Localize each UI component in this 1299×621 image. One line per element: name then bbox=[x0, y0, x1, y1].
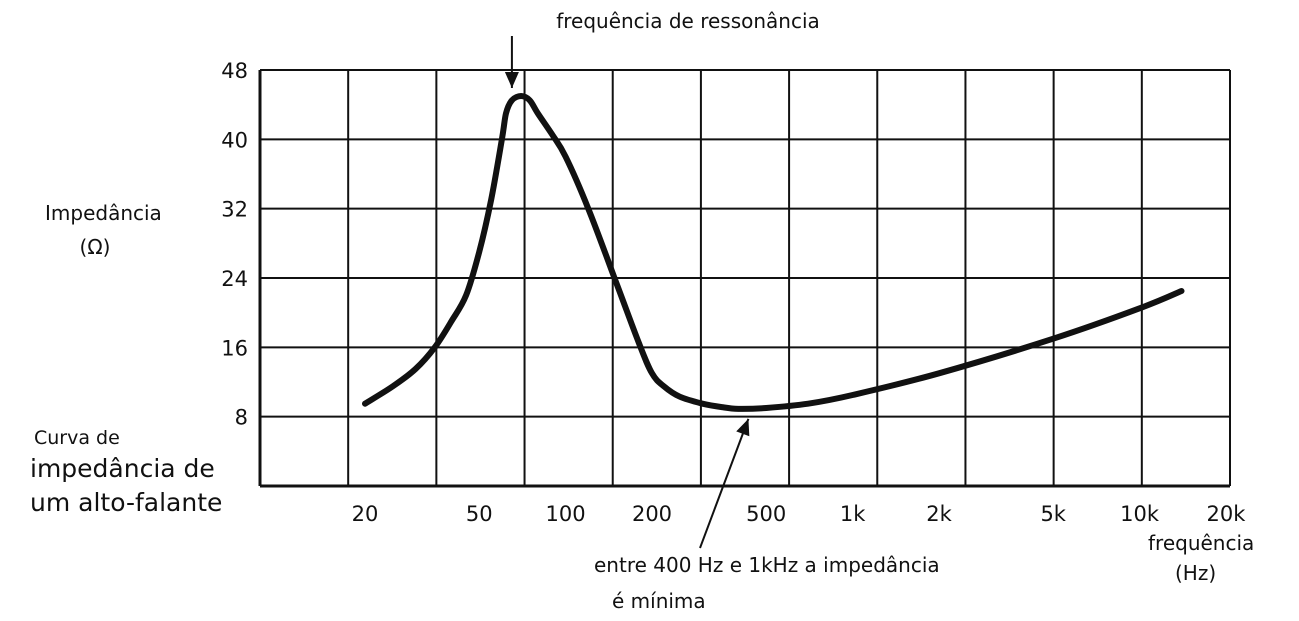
y-tick-label: 8 bbox=[235, 406, 248, 430]
caption-line-2: impedância de bbox=[30, 454, 215, 483]
minimum-arrow bbox=[699, 418, 750, 549]
x-tick-label: 2k bbox=[926, 502, 952, 526]
minimum-annotation-line2: é mínima bbox=[612, 589, 706, 613]
x-tick-label: 1k bbox=[840, 502, 866, 526]
resonance-annotation: frequência de ressonância bbox=[556, 9, 820, 33]
impedance-curve bbox=[362, 93, 1185, 412]
grid bbox=[258, 69, 1231, 488]
minimum-arrow-head bbox=[736, 418, 750, 437]
x-axis-unit: (Hz) bbox=[1175, 561, 1216, 585]
y-tick-label: 40 bbox=[221, 128, 248, 152]
x-tick-label: 100 bbox=[546, 502, 586, 526]
minimum-annotation: entre 400 Hz e 1kHz a impedância bbox=[594, 553, 940, 577]
x-tick-label: 500 bbox=[746, 502, 786, 526]
x-tick-label: 10k bbox=[1120, 502, 1160, 526]
y-tick-labels: 8 16 24 32 40 48 bbox=[221, 59, 248, 430]
y-tick-label: 16 bbox=[221, 336, 248, 360]
caption-line-1: Curva de bbox=[34, 427, 120, 449]
x-tick-label: 200 bbox=[632, 502, 672, 526]
y-axis-label: Impedância bbox=[45, 201, 162, 225]
resonance-arrow-head bbox=[504, 72, 519, 88]
caption-line-3: um alto-falante bbox=[30, 488, 222, 517]
y-tick-label: 48 bbox=[221, 59, 248, 83]
x-tick-label: 5k bbox=[1040, 502, 1066, 526]
x-tick-labels: 20 50 100 200 500 1k 2k 5k 10k 20k bbox=[352, 502, 1247, 526]
y-tick-label: 32 bbox=[221, 198, 248, 222]
x-tick-label: 50 bbox=[466, 502, 493, 526]
y-axis-unit: (Ω) bbox=[80, 235, 111, 259]
x-tick-label: 20k bbox=[1207, 502, 1247, 526]
x-tick-label: 20 bbox=[352, 502, 379, 526]
x-axis-label: frequência bbox=[1148, 531, 1254, 555]
y-tick-label: 24 bbox=[221, 267, 248, 291]
